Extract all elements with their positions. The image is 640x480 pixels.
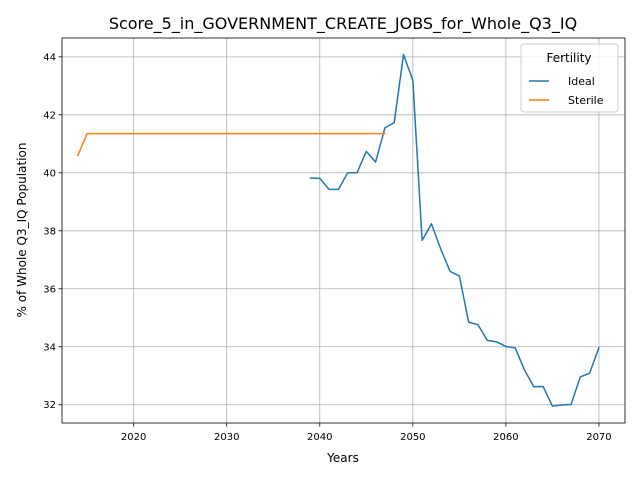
y-tick-label: 42	[43, 110, 56, 121]
x-tick-label: 2040	[307, 432, 332, 443]
y-axis-label: % of Whole Q3_IQ Population	[15, 143, 29, 318]
y-tick-label: 32	[43, 400, 56, 411]
y-axis-ticks: 32 34 36 38 40 42 44	[43, 52, 62, 411]
x-tick-label: 2020	[121, 432, 146, 443]
legend-label-ideal: Ideal	[568, 75, 595, 88]
y-tick-label: 36	[43, 284, 56, 295]
series-layer	[76, 53, 600, 407]
x-axis-ticks: 2020 2030 2040 2050 2060 2070	[121, 423, 612, 443]
x-tick-label: 2060	[493, 432, 518, 443]
chart-title: Score_5_in_GOVERNMENT_CREATE_JOBS_for_Wh…	[109, 14, 577, 34]
series-line-sterile	[76, 132, 386, 157]
legend-title: Fertility	[546, 51, 591, 65]
x-axis-label: Years	[326, 451, 359, 465]
y-tick-label: 34	[43, 342, 56, 353]
y-tick-label: 44	[43, 52, 56, 63]
y-tick-label: 38	[43, 226, 56, 237]
legend-box	[520, 43, 619, 113]
grid-lines	[62, 38, 625, 423]
x-tick-label: 2070	[586, 432, 611, 443]
legend-label-sterile: Sterile	[568, 94, 604, 107]
series-line-ideal	[309, 53, 600, 407]
legend: Fertility Ideal Sterile	[520, 43, 619, 113]
x-tick-label: 2030	[214, 432, 239, 443]
y-tick-label: 40	[43, 168, 56, 179]
legend-items: Ideal Sterile	[529, 75, 604, 107]
x-tick-label: 2050	[400, 432, 425, 443]
